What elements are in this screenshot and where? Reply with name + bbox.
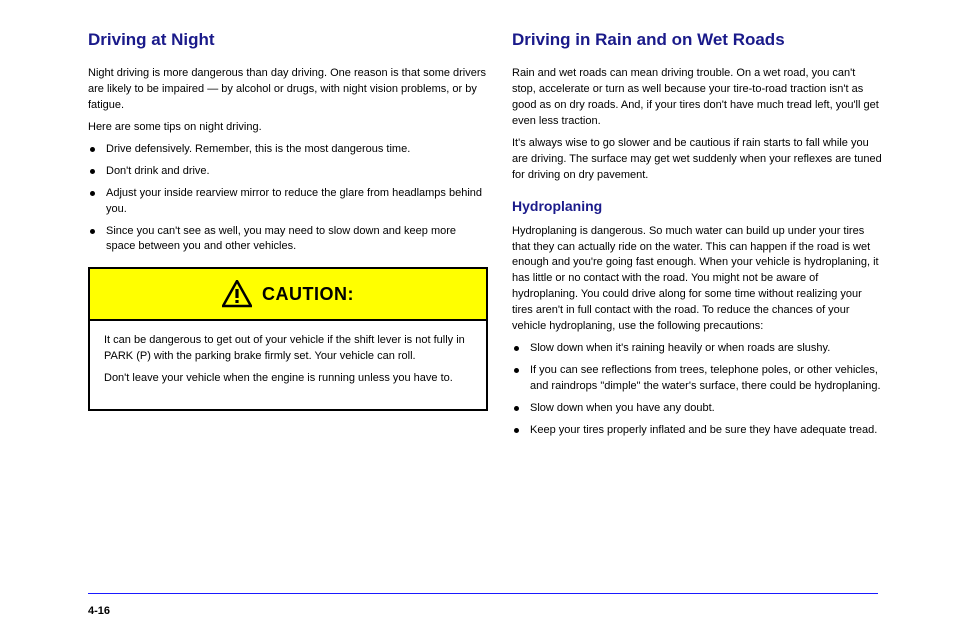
right-sub-intro: Hydroplaning is dangerous. So much water… <box>512 224 882 336</box>
right-subheading: Hydroplaning <box>512 198 882 214</box>
right-bullet-list: Slow down when it's raining heavily or w… <box>512 341 882 439</box>
right-paragraph: Rain and wet roads can mean driving trou… <box>512 66 882 130</box>
right-heading: Driving in Rain and on Wet Roads <box>512 30 882 50</box>
right-paragraph: It's always wise to go slower and be cau… <box>512 136 882 184</box>
caution-paragraph: Don't leave your vehicle when the engine… <box>104 371 472 387</box>
bullet-item: Don't drink and drive. <box>88 164 488 180</box>
left-heading: Driving at Night <box>88 30 488 50</box>
left-tips-label: Here are some tips on night driving. <box>88 120 488 136</box>
bullet-item: Drive defensively. Remember, this is the… <box>88 142 488 158</box>
right-column: Driving in Rain and on Wet Roads Rain an… <box>512 30 882 449</box>
bullet-item: Adjust your inside rearview mirror to re… <box>88 186 488 218</box>
warning-triangle-icon <box>222 280 252 308</box>
bullet-item: Slow down when you have any doubt. <box>512 401 882 417</box>
left-intro: Night driving is more dangerous than day… <box>88 66 488 114</box>
bullet-item: If you can see reflections from trees, t… <box>512 363 882 395</box>
bullet-item: Slow down when it's raining heavily or w… <box>512 341 882 357</box>
bullet-item: Keep your tires properly inflated and be… <box>512 423 882 439</box>
caution-box: CAUTION: It can be dangerous to get out … <box>88 267 488 411</box>
left-column: Driving at Night Night driving is more d… <box>88 30 488 411</box>
caution-title: CAUTION: <box>262 284 354 305</box>
caution-header: CAUTION: <box>90 269 486 321</box>
left-bullet-list: Drive defensively. Remember, this is the… <box>88 142 488 256</box>
footer-rule <box>88 593 878 594</box>
caution-paragraph: It can be dangerous to get out of your v… <box>104 333 472 365</box>
page-number: 4-16 <box>88 605 110 617</box>
caution-body: It can be dangerous to get out of your v… <box>90 321 486 409</box>
bullet-item: Since you can't see as well, you may nee… <box>88 224 488 256</box>
